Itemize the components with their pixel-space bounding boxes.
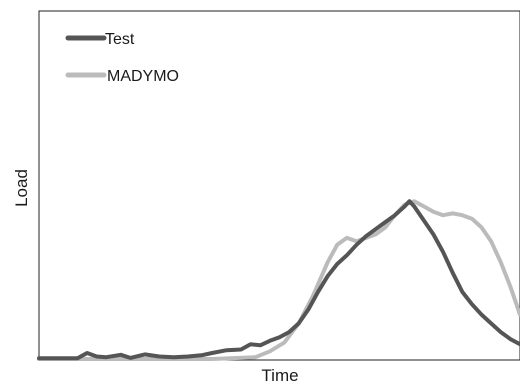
series-line-test xyxy=(37,199,520,361)
series-line-madymo xyxy=(37,199,520,361)
series-layer xyxy=(37,199,520,361)
legend-label-madymo: MADYMO xyxy=(107,68,179,85)
legend: Test MADYMO xyxy=(65,31,179,85)
x-axis-label: Time xyxy=(261,366,298,384)
legend-label-test: Test xyxy=(105,31,135,48)
y-axis-label: Load xyxy=(12,169,31,207)
plot-area-frame xyxy=(38,10,520,361)
